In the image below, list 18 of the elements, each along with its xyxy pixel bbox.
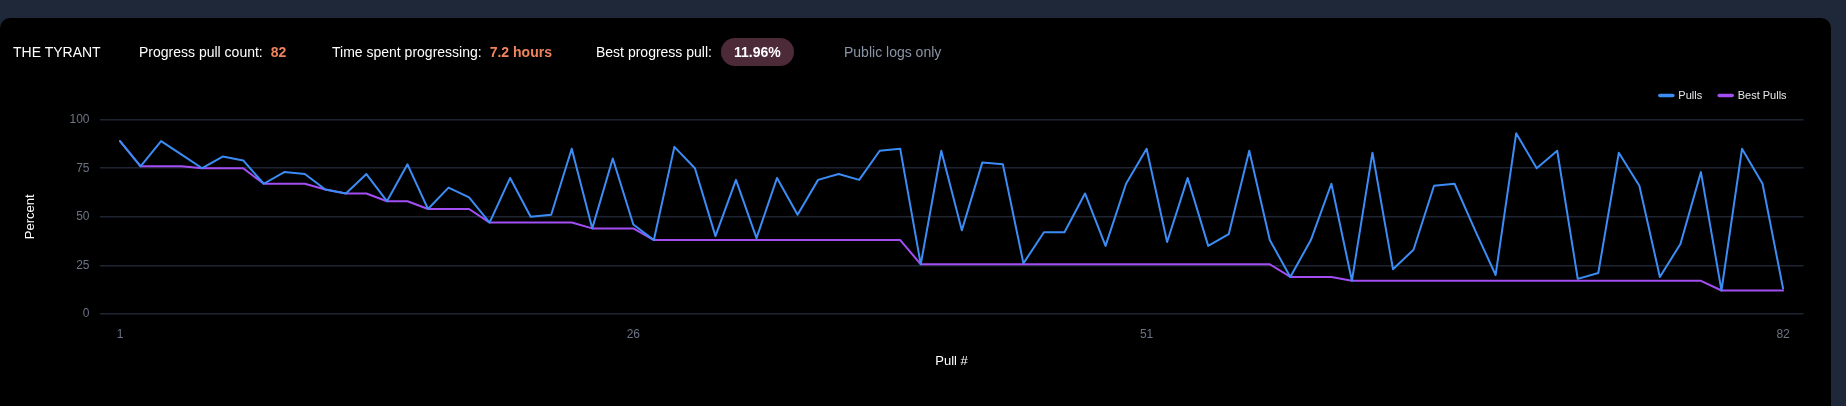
legend-label: Best Pulls <box>1737 88 1788 101</box>
x-tick-label: 51 <box>1139 327 1154 342</box>
legend-label: Pulls <box>1678 88 1703 101</box>
y-tick-label: 75 <box>76 160 90 175</box>
chart-title: THE TYRANT <box>13 42 101 62</box>
x-tick-label: 26 <box>626 327 641 342</box>
y-tick-label: 25 <box>76 257 90 272</box>
text: Best progress pull: 11.96% <box>596 43 781 60</box>
x-tick-label: 82 <box>1776 327 1791 342</box>
text: Time spent progressing: 7.2 hours <box>332 43 552 60</box>
y-axis-title: Percent <box>22 193 38 240</box>
y-tick-label: 0 <box>82 306 90 321</box>
x-axis-title: Pull # <box>935 353 969 369</box>
y-tick-label: 100 <box>69 112 90 127</box>
x-tick-label: 1 <box>116 327 124 342</box>
text: Progress pull count: 82 <box>139 43 287 60</box>
text: Public logs only <box>844 42 942 62</box>
y-tick-label: 50 <box>76 209 90 224</box>
